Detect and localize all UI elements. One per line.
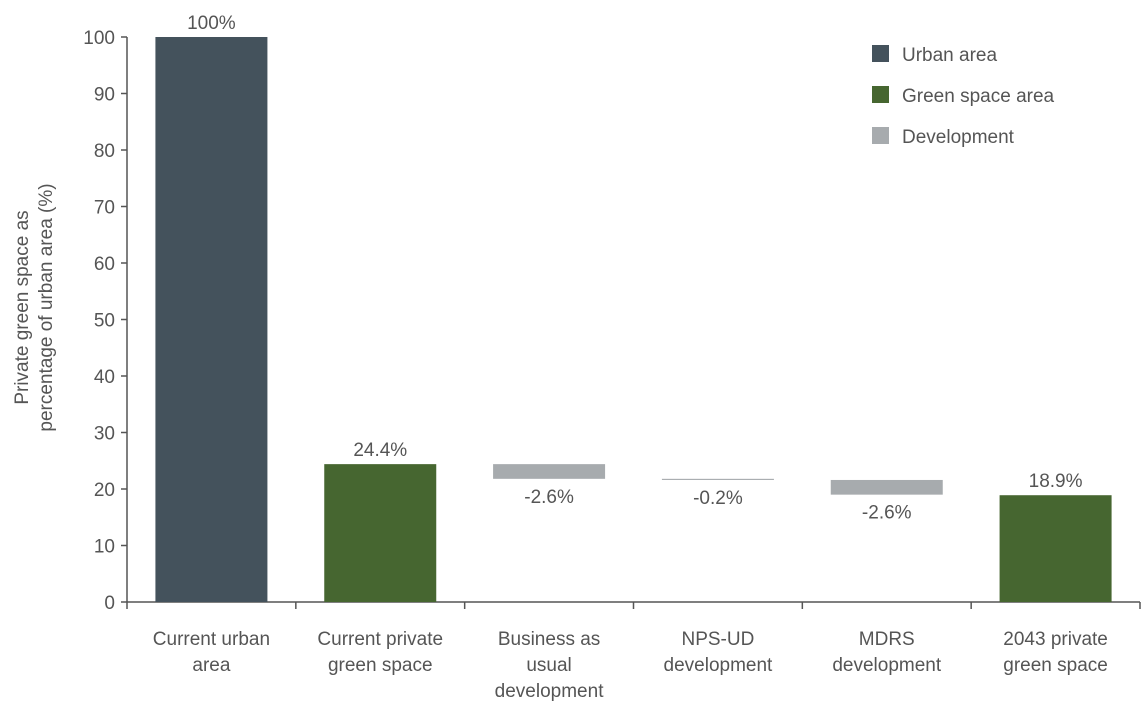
value-label: -2.6% [524, 487, 574, 508]
value-label: -0.2% [693, 488, 743, 509]
legend-label: Development [902, 127, 1015, 148]
x-tick-label: Business as usual development [495, 629, 605, 702]
y-tick-label: 80 [94, 141, 115, 162]
y-tick-label: 100 [83, 28, 115, 49]
x-tick-label: Current private green space [317, 629, 443, 676]
y-axis-label: Private green space as percentage of urba… [12, 183, 57, 431]
y-tick-label: 70 [94, 198, 115, 219]
x-tick-label: Current urban area [153, 629, 270, 676]
value-label: -2.6% [862, 503, 912, 524]
y-tick-label: 20 [94, 480, 115, 501]
x-tick-label: MDRS development [832, 629, 942, 676]
bar [830, 479, 943, 495]
bar [661, 478, 774, 480]
legend-label: Urban area [902, 45, 997, 66]
bar [324, 464, 437, 602]
y-tick-label: 0 [104, 593, 115, 614]
x-tick-label: NPS-UD development [664, 629, 774, 676]
y-tick-label: 60 [94, 254, 115, 275]
bar [999, 495, 1112, 602]
bar [155, 37, 268, 602]
x-tick-label: 2043 private green space [1003, 629, 1108, 676]
y-tick-label: 10 [94, 537, 115, 558]
y-tick-label: 40 [94, 367, 115, 388]
y-tick-label: 90 [94, 85, 115, 106]
value-label: 100% [187, 13, 236, 34]
legend-swatch [872, 45, 889, 62]
legend-swatch [872, 127, 889, 144]
y-tick-label: 30 [94, 424, 115, 445]
bar [493, 464, 606, 479]
legend-swatch [872, 86, 889, 103]
value-label: 24.4% [353, 440, 407, 461]
y-tick-label: 50 [94, 311, 115, 332]
legend-label: Green space area [902, 86, 1055, 107]
value-label: 18.9% [1029, 471, 1083, 492]
